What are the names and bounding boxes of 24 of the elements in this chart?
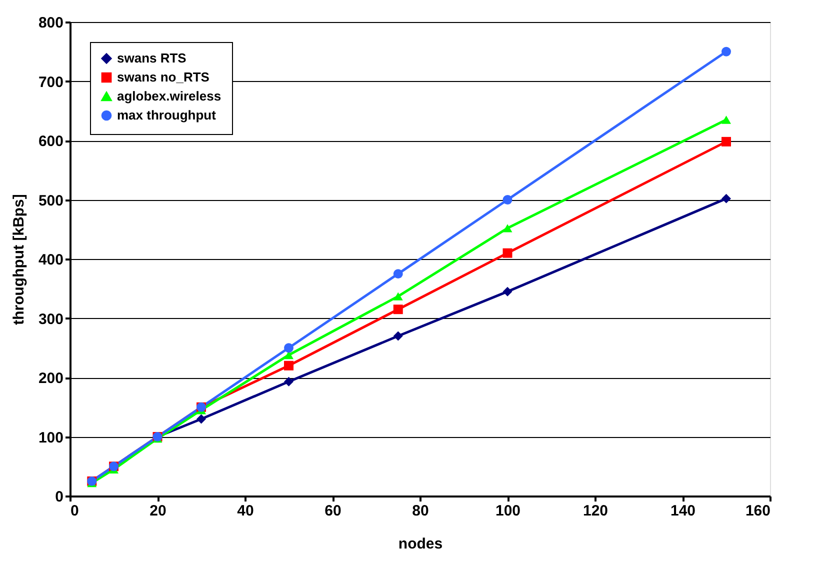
legend-label: max throughput bbox=[117, 108, 217, 122]
x-tick-label: 60 bbox=[324, 502, 342, 520]
x-tick-label: 140 bbox=[670, 502, 696, 520]
x-tick-label: 0 bbox=[70, 502, 79, 520]
y-tick-label: 800 bbox=[38, 14, 64, 32]
legend-label: swans RTS bbox=[117, 50, 187, 66]
legend-label: aglobex.wireless bbox=[117, 88, 222, 104]
y-tick-label: 700 bbox=[38, 74, 64, 91]
y-tick-label: 200 bbox=[38, 370, 64, 387]
x-tick-label: 40 bbox=[237, 502, 254, 520]
y-axis-title: throughput [kBps] bbox=[10, 194, 28, 325]
x-axis-title: nodes bbox=[398, 536, 443, 552]
y-tick-label: 600 bbox=[38, 133, 64, 150]
y-tick-label: 0 bbox=[55, 488, 64, 506]
x-tick-label: 100 bbox=[495, 502, 521, 520]
y-tick-label: 400 bbox=[38, 252, 64, 268]
x-tick-label: 160 bbox=[745, 502, 770, 520]
y-tick-label: 500 bbox=[38, 192, 64, 210]
y-tick-label: 300 bbox=[38, 310, 64, 328]
x-tick-label: 80 bbox=[412, 502, 429, 520]
x-tick-label: 20 bbox=[150, 502, 166, 520]
legend-label: swans no_RTS bbox=[117, 70, 210, 84]
x-tick-label: 120 bbox=[582, 502, 608, 520]
y-tick-label: 100 bbox=[38, 429, 64, 446]
